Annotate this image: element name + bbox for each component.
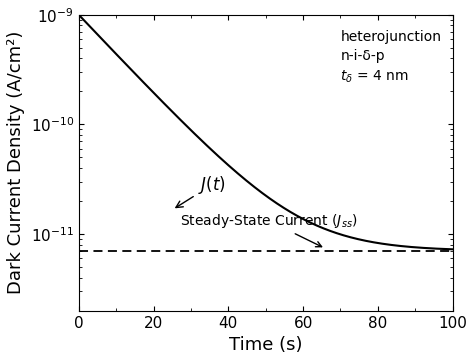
Text: heterojunction
n-i-δ-p
$t_\delta$ = 4 nm: heterojunction n-i-δ-p $t_\delta$ = 4 nm — [340, 30, 441, 86]
X-axis label: Time (s): Time (s) — [229, 336, 302, 354]
Y-axis label: Dark Current Density (A/cm²): Dark Current Density (A/cm²) — [7, 31, 25, 295]
Text: $J(t)$: $J(t)$ — [176, 174, 226, 208]
Text: Steady-State Current ($J_{ss}$): Steady-State Current ($J_{ss}$) — [180, 212, 357, 247]
